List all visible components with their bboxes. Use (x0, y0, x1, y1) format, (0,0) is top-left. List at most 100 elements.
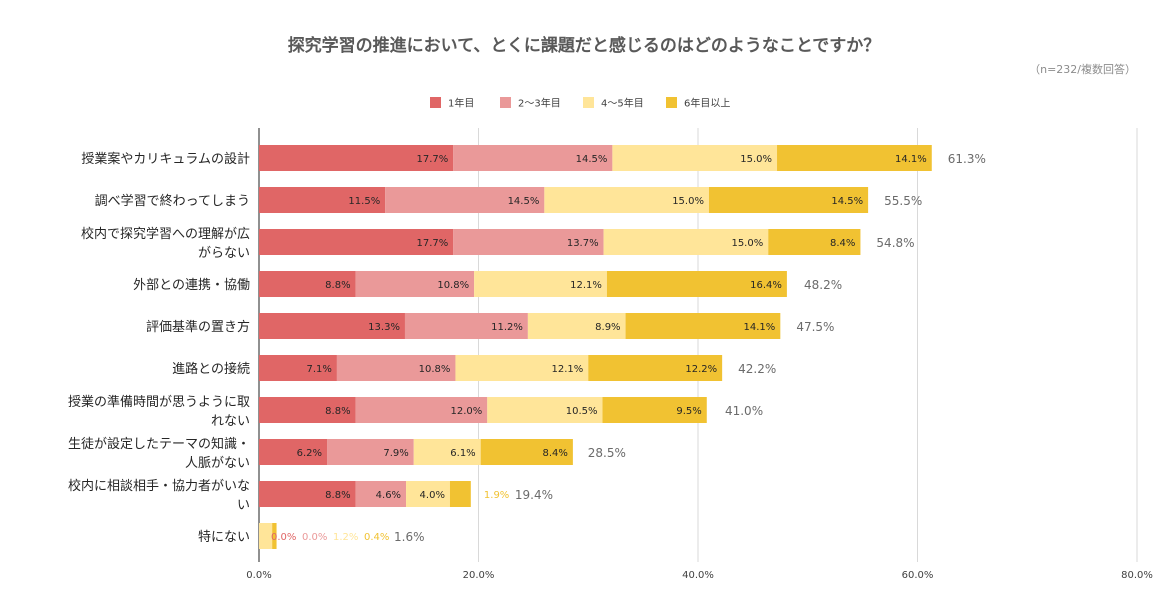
bar-segment (606, 271, 787, 297)
x-tick-label: 60.0% (902, 570, 934, 581)
bar-segment-label: 4.0% (420, 490, 445, 501)
bar-segment-label: 8.9% (595, 322, 620, 333)
bar-segment (527, 313, 626, 339)
x-tick-label: 20.0% (463, 570, 495, 581)
bar-segment-label: 14.1% (895, 154, 927, 165)
bar-segment (259, 439, 328, 465)
bar-segment-label: 12.2% (685, 364, 717, 375)
category-label: 進路との接続 (172, 361, 250, 377)
bar-segment-label: 8.4% (830, 238, 855, 249)
bar-segment-label: 10.5% (566, 406, 598, 417)
bar-segment (768, 229, 861, 255)
chart-title: 探究学習の推進において、とくに課題だと感じるのはどのようなことですか？ (288, 35, 881, 56)
legend-label: 6年目以上 (684, 97, 730, 110)
total-label: 1.6% (394, 530, 425, 544)
bar-segment-label: 7.9% (383, 448, 408, 459)
bar-segment (453, 229, 604, 255)
bar-segment-label: 8.8% (325, 280, 350, 291)
bar-segment (336, 355, 456, 381)
bar-segment-label: 15.0% (740, 154, 772, 165)
bar-segment (259, 313, 405, 339)
bar-segment-label: 12.1% (551, 364, 583, 375)
legend-label: 2～3年目 (518, 97, 561, 110)
legend-swatch (666, 97, 677, 108)
bar-segment (259, 523, 273, 549)
bar-segment-label: 9.5% (676, 406, 701, 417)
legend-item: 1年目 (430, 97, 474, 110)
legend-swatch (500, 97, 511, 108)
bar-segment (272, 523, 277, 549)
total-label: 61.3% (948, 152, 986, 166)
total-label: 41.0% (725, 404, 763, 418)
category-label: 校内で探究学習への理解が広がらない (81, 226, 250, 261)
bar-segment (487, 397, 603, 423)
bar-segment (449, 481, 471, 507)
total-label: 42.2% (738, 362, 776, 376)
category-label: 生徒が設定したテーマの知識・人脈がない (68, 436, 250, 471)
bar-segment-label: 14.1% (744, 322, 776, 333)
bar-segment-label: 1.2% (333, 532, 358, 543)
bar-segment-label: 7.1% (307, 364, 332, 375)
category-label: 授業の準備時間が思うように取れない (68, 394, 250, 429)
bar-segment-label: 12.1% (570, 280, 602, 291)
category-label: 授業案やカリキュラムの設計 (81, 151, 250, 167)
bar-segment (588, 355, 723, 381)
category-labels: 授業案やカリキュラムの設計調べ学習で終わってしまう校内で探究学習への理解が広がら… (68, 151, 250, 545)
bars: 17.7% 14.5% 15.0% 14.1% 61.3% 11.5% 14.5% 15.0%… (259, 145, 986, 549)
bar-segment (777, 145, 932, 171)
bar-segment (259, 481, 356, 507)
legend-item: 4～5年目 (583, 97, 644, 110)
bar-segment-label: 15.0% (731, 238, 763, 249)
legend-label: 1年目 (448, 97, 474, 110)
category-label: 評価基準の置き方 (146, 319, 250, 335)
category-label: 特にない (198, 530, 250, 545)
category-label: 外部との連携・協働 (133, 277, 250, 293)
bar-segment-label: 8.8% (325, 490, 350, 501)
total-label: 48.2% (804, 278, 842, 292)
bar-segment-label: 0.0% (302, 532, 327, 543)
bar-segment-label: 11.2% (491, 322, 523, 333)
bar-segment-label: 0.4% (364, 532, 389, 543)
bar-segment (602, 397, 707, 423)
bar-segment (455, 355, 589, 381)
bar-segment (453, 145, 613, 171)
bar-segment-label: 14.5% (831, 196, 863, 207)
bar-segment (355, 481, 407, 507)
bar-segment-label: 13.3% (368, 322, 400, 333)
x-tick-label: 0.0% (246, 570, 271, 581)
category-label: 校内に相談相手・協力者がいない (68, 478, 250, 513)
bar-segment (404, 313, 528, 339)
bar-segment (474, 271, 607, 297)
total-label: 47.5% (796, 320, 834, 334)
x-tick-label: 80.0% (1121, 570, 1153, 581)
legend-item: 6年目以上 (666, 97, 730, 110)
bar-segment-label: 16.4% (750, 280, 782, 291)
bar-segment-label: 10.8% (437, 280, 469, 291)
bar-segment-label: 10.8% (419, 364, 451, 375)
bar-segment (355, 271, 475, 297)
bar-segment-label: 13.7% (567, 238, 599, 249)
bar-segment (259, 145, 454, 171)
bar-segment (413, 439, 481, 465)
bar-segment-label: 12.0% (450, 406, 482, 417)
category-label: 調べ学習で終わってしまう (95, 193, 250, 209)
bar-segment (708, 187, 869, 213)
bar-segment (625, 313, 781, 339)
total-label: 54.8% (876, 236, 914, 250)
bar-segment-label: 14.5% (576, 154, 608, 165)
bar-segment (385, 187, 545, 213)
legend: 1年目 2～3年目 4～5年目 6年目以上 (430, 97, 730, 110)
bar-segment (406, 481, 450, 507)
bar-segment-label: 6.1% (450, 448, 475, 459)
bar-segment-label: 8.8% (325, 406, 350, 417)
x-tick-label: 40.0% (682, 570, 714, 581)
bar-segment-label: 17.7% (416, 238, 448, 249)
bar-segment (480, 439, 573, 465)
bar-segment-label: 15.0% (672, 196, 704, 207)
bar-segment (355, 397, 488, 423)
bar-segment (259, 229, 454, 255)
legend-item: 2～3年目 (500, 97, 561, 110)
bar-segment-label: 11.5% (348, 196, 380, 207)
total-label: 55.5% (884, 194, 922, 208)
